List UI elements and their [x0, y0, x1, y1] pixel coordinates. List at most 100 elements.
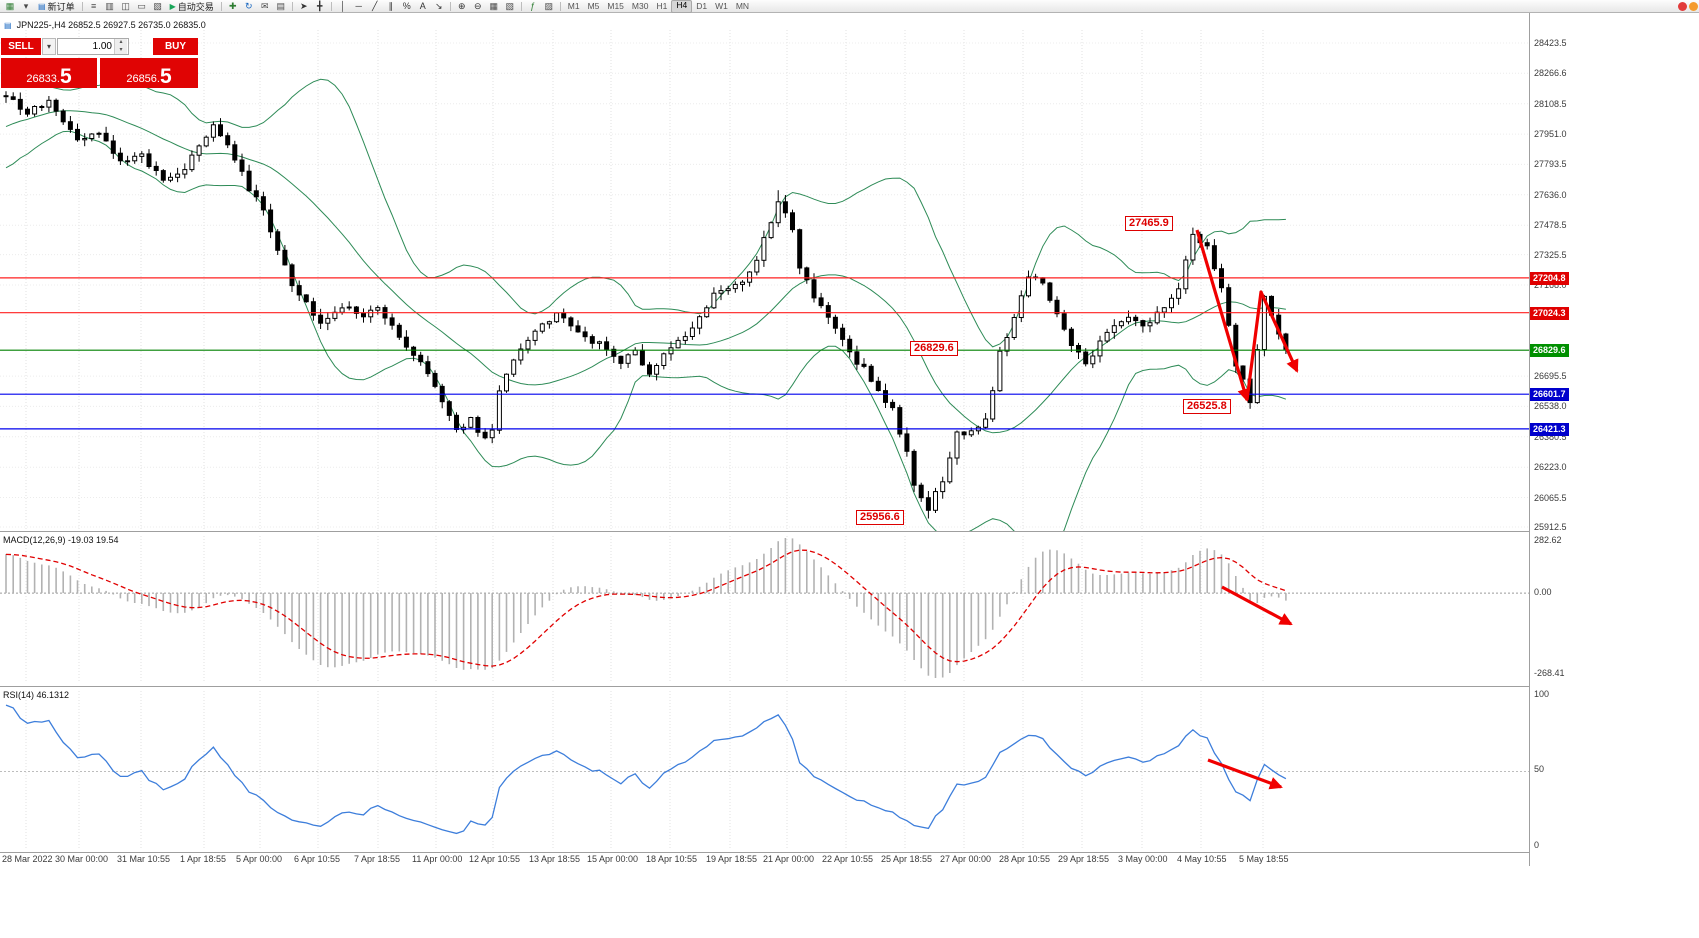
trend-arrow[interactable]: [1245, 290, 1299, 401]
refresh-icon[interactable]: ↻: [244, 0, 253, 11]
navigator-icon[interactable]: ◫: [121, 0, 130, 11]
price-annotation-27465.9[interactable]: 27465.9: [1125, 216, 1173, 231]
rsi-trend-arrow[interactable]: [1207, 758, 1283, 790]
macd-panel[interactable]: [0, 532, 1529, 686]
cursor-icon[interactable]: ➤: [299, 0, 308, 11]
price-annotation-26525.8[interactable]: 26525.8: [1183, 399, 1231, 414]
order-type-dropdown[interactable]: ▾: [42, 38, 56, 55]
candle-up: [132, 155, 138, 162]
time-axis-divider[interactable]: [0, 852, 1529, 853]
candle-down: [482, 431, 488, 439]
crosshair-icon[interactable]: ╋: [317, 0, 323, 11]
terminal-icon[interactable]: ▭: [137, 0, 146, 11]
candle-up: [368, 309, 374, 318]
price-annotation-26829.6[interactable]: 26829.6: [910, 341, 958, 356]
horizontal-line-tool-icon[interactable]: ─: [355, 1, 362, 11]
candle-down: [53, 99, 59, 112]
tile-windows-icon[interactable]: ▦: [489, 0, 498, 11]
add-chart-icon[interactable]: ✚: [228, 0, 237, 11]
price-tag-26421.3: 26421.3: [1530, 422, 1569, 436]
volume-spinner[interactable]: ▴ ▾: [114, 39, 127, 54]
cascade-windows-icon[interactable]: ▧: [505, 0, 514, 11]
candle-down: [818, 297, 824, 307]
macd-scale-zero: 0.00: [1534, 587, 1552, 598]
zoom-out-icon[interactable]: ⊖: [473, 0, 482, 11]
new-chart-icon[interactable]: ▦: [5, 0, 15, 11]
price-annotation-25956.6[interactable]: 25956.6: [856, 510, 904, 525]
candle-down: [961, 431, 967, 436]
notify-orange-icon[interactable]: [1689, 2, 1698, 11]
candle-up: [489, 429, 495, 439]
sell-button[interactable]: SELL: [1, 38, 41, 55]
print-icon[interactable]: ▤: [276, 0, 285, 11]
text-tool-icon[interactable]: A: [419, 1, 426, 11]
candle-up: [1183, 259, 1189, 290]
rsi-panel[interactable]: [0, 687, 1529, 852]
candle-up: [1104, 331, 1110, 342]
templates-icon[interactable]: ▨: [544, 0, 553, 11]
notify-red-icon[interactable]: [1678, 2, 1687, 11]
timeframe-h1-button[interactable]: H1: [656, 0, 668, 11]
trend-arrow[interactable]: [1195, 229, 1251, 402]
spinner-up-icon[interactable]: ▴: [115, 39, 127, 47]
profiles-icon[interactable]: ▾: [23, 0, 29, 11]
rsi-scale-50: 50: [1534, 764, 1545, 774]
data-window-icon[interactable]: ▥: [105, 0, 114, 11]
sell-price-pip: 5: [59, 65, 72, 88]
fibonacci-tool-icon[interactable]: %: [402, 1, 411, 11]
channel-tool-icon[interactable]: ∥: [388, 0, 394, 11]
candle-down: [647, 364, 652, 375]
market-watch-icon[interactable]: ≡: [90, 1, 97, 11]
buy-button[interactable]: BUY: [153, 38, 198, 55]
time-tick-label: 12 Apr 10:55: [469, 854, 521, 864]
new-order-button[interactable]: ▤ 新订单: [34, 1, 79, 12]
timeframe-mn-button[interactable]: MN: [735, 0, 750, 11]
toolbar-separator: [81, 1, 83, 11]
one-click-controls: SELL ▾ 1.00 ▴ ▾ BUY: [1, 38, 199, 57]
candle-up: [346, 306, 352, 309]
candle-down: [904, 433, 910, 452]
sell-price-box[interactable]: 26833. 5: [1, 58, 97, 88]
zoom-in-icon[interactable]: ⊕: [457, 0, 466, 11]
symbol-info: ▤ JPN225-,H4 26852.5 26927.5 26735.0 268…: [4, 20, 206, 30]
mail-icon[interactable]: ✉: [260, 0, 269, 11]
candle-down: [268, 209, 274, 233]
trendline-tool-icon[interactable]: ╱: [372, 0, 378, 11]
main-chart[interactable]: [0, 14, 1529, 532]
one-click-prices: 26833. 5 26856. 5: [1, 58, 199, 89]
volume-field[interactable]: 1.00 ▴ ▾: [57, 38, 129, 55]
candle-up: [654, 365, 660, 375]
time-tick-label: 28 Mar 2022: [2, 854, 53, 864]
price-tag-27204.8: 27204.8: [1530, 271, 1569, 285]
candle-down: [153, 165, 159, 171]
spinner-down-icon[interactable]: ▾: [115, 46, 127, 54]
candle-down: [561, 312, 567, 319]
rsi-panel-divider[interactable]: [0, 686, 1529, 687]
timeframe-h4-button[interactable]: H4: [671, 0, 693, 13]
candle-down: [361, 312, 366, 318]
timeframe-d1-button[interactable]: D1: [696, 0, 708, 11]
candle-up: [954, 431, 960, 459]
timeframe-m15-button[interactable]: M15: [607, 0, 624, 11]
candle-down: [790, 212, 795, 231]
candle-down: [1047, 282, 1053, 301]
candle-down: [160, 170, 166, 181]
auto-trading-button[interactable]: ▶ 自动交易: [166, 1, 218, 12]
arrows-tool-icon[interactable]: ↘: [434, 0, 443, 11]
vertical-line-tool-icon[interactable]: │: [339, 1, 346, 11]
candle-down: [117, 152, 123, 162]
macd-trend-arrow[interactable]: [1221, 585, 1293, 626]
timeframe-m1-button[interactable]: M1: [567, 0, 580, 11]
candle-down: [275, 231, 281, 251]
macd-panel-divider[interactable]: [0, 531, 1529, 532]
strategy-tester-icon[interactable]: ▧: [153, 0, 162, 11]
timeframe-w1-button[interactable]: W1: [715, 0, 728, 11]
candle-up: [983, 418, 989, 428]
timeframe-m30-button[interactable]: M30: [631, 0, 649, 11]
candle-up: [504, 373, 509, 392]
timeframe-m5-button[interactable]: M5: [587, 0, 600, 11]
buy-price-box[interactable]: 26856. 5: [100, 58, 198, 88]
candle-up: [768, 222, 774, 239]
indicators-icon[interactable]: ƒ: [530, 1, 536, 11]
candle-up: [339, 307, 345, 313]
